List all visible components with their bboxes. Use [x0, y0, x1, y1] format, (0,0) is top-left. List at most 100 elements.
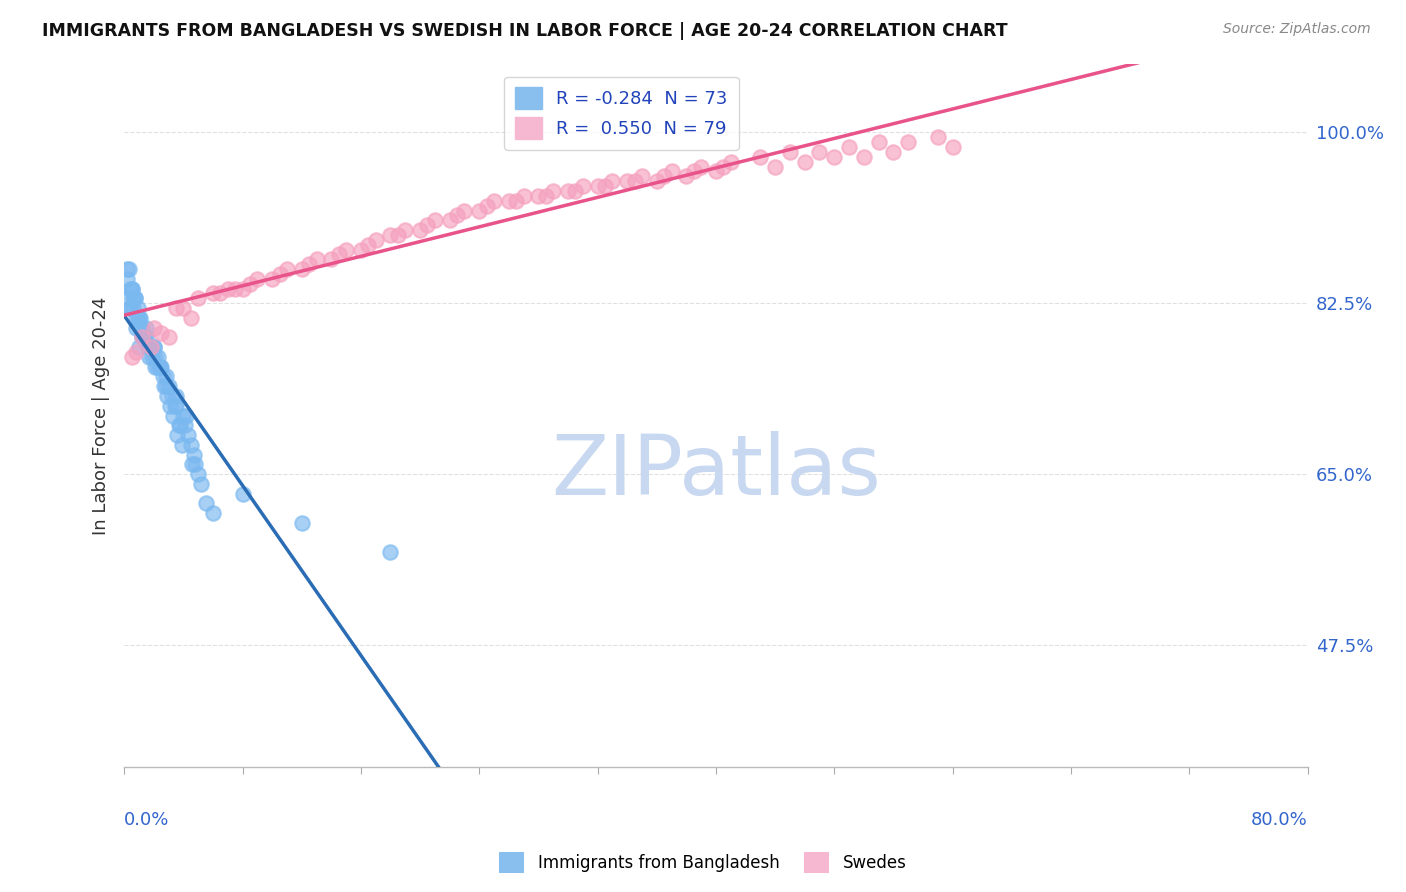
Point: [350, 243, 373, 257]
Text: ZIPatlas: ZIPatlas: [551, 431, 882, 512]
Text: Source: ZipAtlas.com: Source: ZipAtlas.com: [1223, 22, 1371, 37]
Point: [541, 184, 564, 198]
Point: [150, 359, 173, 374]
Point: [269, 267, 291, 281]
Point: [602, 174, 624, 188]
Point: [749, 150, 772, 164]
Point: [593, 179, 616, 194]
Point: [616, 174, 638, 188]
Point: [793, 154, 815, 169]
Point: [125, 310, 148, 325]
Point: [157, 330, 180, 344]
Point: [157, 379, 180, 393]
Point: [652, 169, 675, 184]
Point: [150, 326, 173, 340]
Point: [148, 350, 170, 364]
Point: [335, 243, 357, 257]
Point: [823, 150, 845, 164]
Point: [201, 286, 224, 301]
Point: [394, 223, 416, 237]
Point: [239, 277, 262, 291]
Point: [134, 330, 156, 344]
Point: [482, 194, 505, 208]
Point: [122, 301, 145, 315]
Point: [763, 160, 786, 174]
Point: [942, 140, 965, 154]
Point: [586, 179, 609, 194]
Point: [645, 174, 668, 188]
Point: [690, 160, 713, 174]
Point: [115, 262, 138, 277]
Point: [172, 409, 194, 423]
Point: [143, 350, 166, 364]
Point: [135, 330, 157, 344]
Point: [468, 203, 491, 218]
Point: [166, 428, 188, 442]
Point: [131, 330, 153, 344]
Point: [190, 476, 212, 491]
Point: [364, 233, 387, 247]
Point: [172, 301, 194, 315]
Point: [136, 340, 159, 354]
Point: [572, 179, 595, 194]
Point: [838, 140, 860, 154]
Point: [138, 350, 160, 364]
Point: [328, 247, 350, 261]
Point: [122, 292, 145, 306]
Text: 80.0%: 80.0%: [1251, 811, 1308, 829]
Point: [163, 399, 186, 413]
Point: [564, 184, 586, 198]
Point: [159, 399, 181, 413]
Point: [132, 330, 155, 344]
Point: [165, 399, 187, 413]
Point: [128, 310, 150, 325]
Point: [167, 418, 190, 433]
Point: [184, 458, 207, 472]
Point: [129, 320, 152, 334]
Point: [141, 350, 163, 364]
Point: [149, 359, 172, 374]
Point: [475, 199, 498, 213]
Point: [291, 516, 314, 530]
Point: [187, 292, 209, 306]
Point: [720, 154, 742, 169]
Point: [217, 282, 239, 296]
Point: [661, 164, 683, 178]
Point: [682, 164, 704, 178]
Point: [160, 389, 183, 403]
Point: [118, 262, 141, 277]
Point: [170, 438, 193, 452]
Point: [142, 320, 165, 334]
Point: [180, 310, 202, 325]
Point: [380, 227, 402, 242]
Point: [128, 340, 150, 354]
Point: [180, 438, 202, 452]
Point: [446, 208, 468, 222]
Point: [138, 340, 160, 354]
Point: [132, 330, 155, 344]
Point: [121, 282, 143, 296]
Point: [155, 379, 177, 393]
Point: [305, 252, 328, 267]
Point: [142, 340, 165, 354]
Point: [124, 292, 146, 306]
Point: [675, 169, 697, 184]
Point: [380, 545, 402, 559]
Point: [232, 282, 254, 296]
Legend: R = -0.284  N = 73, R =  0.550  N = 79: R = -0.284 N = 73, R = 0.550 N = 79: [503, 77, 738, 150]
Point: [209, 286, 232, 301]
Point: [232, 486, 254, 500]
Point: [131, 330, 153, 344]
Point: [153, 379, 176, 393]
Point: [115, 272, 138, 286]
Point: [165, 389, 187, 403]
Point: [262, 272, 284, 286]
Point: [298, 257, 321, 271]
Point: [121, 350, 143, 364]
Point: [139, 340, 162, 354]
Point: [131, 320, 153, 334]
Point: [808, 145, 831, 159]
Point: [505, 194, 527, 208]
Point: [183, 448, 205, 462]
Point: [897, 135, 920, 149]
